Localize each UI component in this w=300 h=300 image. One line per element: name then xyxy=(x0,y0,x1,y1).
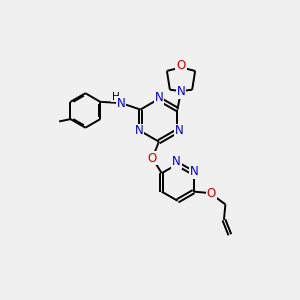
Text: N: N xyxy=(134,124,143,137)
Text: N: N xyxy=(190,165,199,178)
Text: O: O xyxy=(148,152,157,164)
Text: N: N xyxy=(177,85,185,98)
Text: N: N xyxy=(117,97,125,110)
Text: N: N xyxy=(175,124,183,137)
Text: H: H xyxy=(112,92,120,101)
Text: O: O xyxy=(207,187,216,200)
Text: N: N xyxy=(154,91,163,104)
Text: N: N xyxy=(172,155,181,168)
Text: O: O xyxy=(176,59,186,72)
